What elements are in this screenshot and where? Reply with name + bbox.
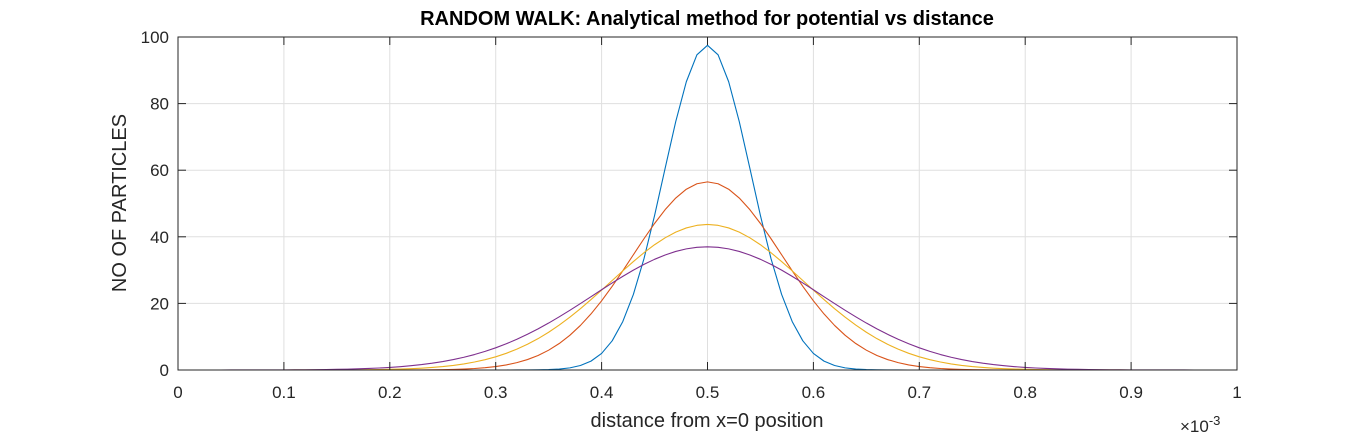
- x-tick-label: 0.2: [378, 383, 402, 402]
- x-tick-label: 0.5: [696, 383, 720, 402]
- x-exponent-base: ×10: [1180, 417, 1209, 436]
- x-tick-label: 0.6: [802, 383, 826, 402]
- y-axis-label: NO OF PARTICLES: [109, 114, 131, 292]
- axis-ticks: [177, 36, 1238, 371]
- x-tick-label: 0.3: [484, 383, 508, 402]
- x-axis-label: distance from x=0 position: [591, 410, 824, 432]
- chart-title: RANDOM WALK: Analytical method for poten…: [420, 8, 994, 30]
- svg-text:×10-3: ×10-3: [1180, 413, 1220, 436]
- x-tick-label: 0.8: [1013, 383, 1037, 402]
- y-tick-label: 60: [150, 161, 169, 180]
- x-tick-label: 1: [1232, 383, 1241, 402]
- y-tick-label: 20: [150, 294, 169, 313]
- grid: [178, 37, 1237, 370]
- x-tick-label: 0.7: [907, 383, 931, 402]
- y-tick-label: 100: [141, 28, 169, 47]
- y-tick-label: 40: [150, 228, 169, 247]
- y-tick-label: 80: [150, 95, 169, 114]
- x-tick-label: 0.9: [1119, 383, 1143, 402]
- x-tick-label: 0.1: [272, 383, 296, 402]
- x-tick-label: 0: [173, 383, 182, 402]
- x-tick-labels: 0 0.1 0.2 0.3 0.4 0.5 0.6 0.7 0.8 0.9 1: [173, 383, 1241, 402]
- x-exponent-power: -3: [1209, 413, 1221, 428]
- series-line-4: [178, 246, 1237, 371]
- y-tick-labels: 0 20 40 60 80 100: [141, 28, 169, 380]
- x-exponent-label: ×10-3: [1180, 413, 1220, 436]
- y-tick-label: 0: [160, 361, 169, 380]
- x-tick-label: 0.4: [590, 383, 614, 402]
